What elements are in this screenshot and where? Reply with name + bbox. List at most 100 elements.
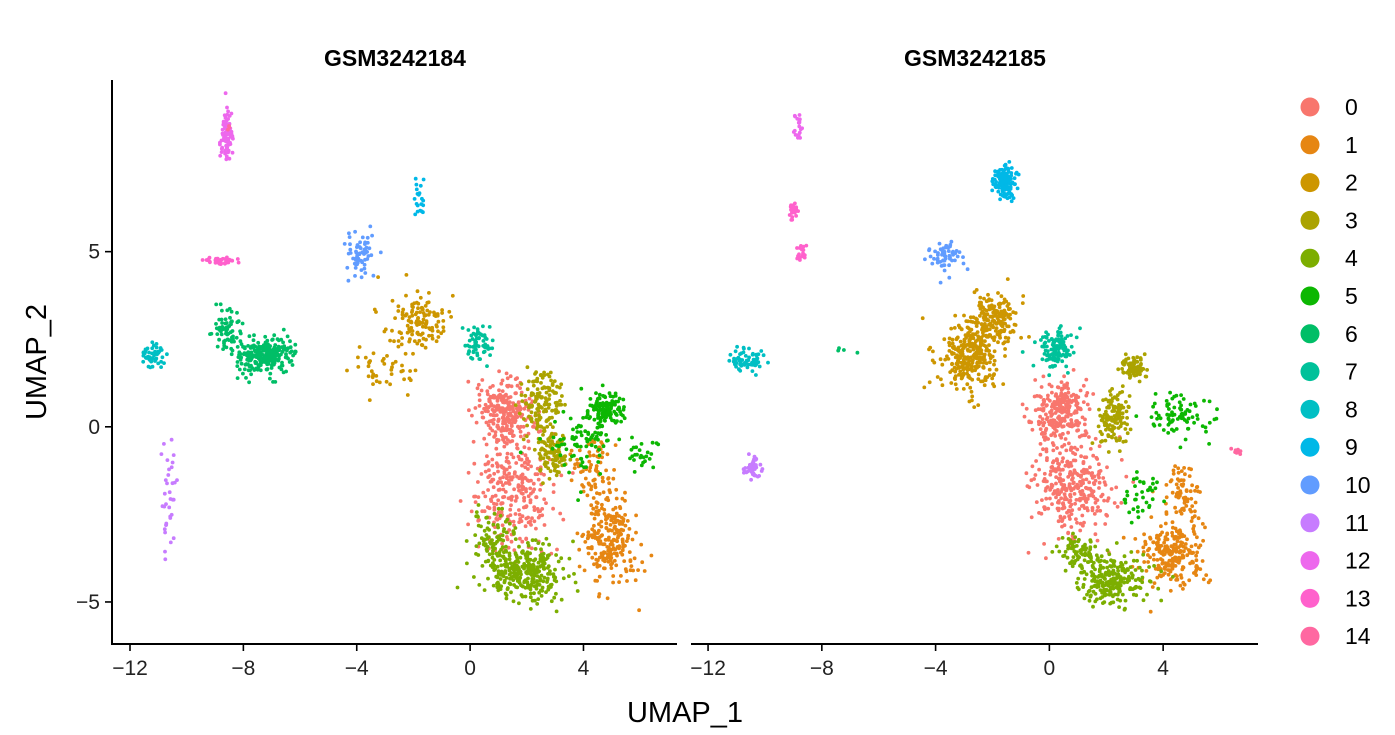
point-cluster-0 — [1040, 417, 1045, 421]
point-cluster-1 — [628, 558, 633, 562]
point-cluster-11 — [162, 442, 166, 446]
point-cluster-4 — [1082, 596, 1087, 601]
point-cluster-4 — [1054, 544, 1059, 549]
point-cluster-6 — [235, 310, 239, 315]
point-cluster-11 — [754, 465, 759, 470]
point-cluster-0 — [1062, 515, 1067, 520]
point-cluster-3 — [549, 439, 554, 443]
point-cluster-8 — [159, 365, 164, 369]
point-cluster-5 — [1138, 479, 1142, 484]
point-cluster-0 — [1066, 475, 1071, 479]
point-cluster-0 — [506, 403, 511, 407]
point-cluster-0 — [1024, 406, 1029, 411]
point-cluster-12 — [230, 150, 235, 155]
point-cluster-2 — [403, 351, 408, 356]
point-cluster-0 — [1063, 487, 1068, 492]
point-cluster-9 — [1009, 173, 1014, 178]
point-cluster-3 — [558, 399, 562, 403]
point-cluster-5 — [1155, 416, 1159, 421]
point-cluster-1 — [1174, 578, 1179, 582]
point-cluster-4 — [1141, 598, 1146, 603]
point-cluster-5 — [629, 447, 634, 452]
point-cluster-4 — [1140, 568, 1144, 573]
point-cluster-0 — [509, 431, 514, 436]
point-cluster-2 — [947, 340, 951, 345]
point-cluster-3 — [1097, 407, 1101, 412]
point-cluster-4 — [533, 598, 537, 603]
point-cluster-8 — [159, 359, 164, 364]
point-cluster-3 — [542, 429, 546, 434]
point-cluster-0 — [1051, 443, 1056, 447]
point-cluster-0 — [1078, 489, 1082, 494]
point-cluster-3 — [525, 423, 529, 428]
point-cluster-1 — [1178, 509, 1183, 514]
point-cluster-4 — [1065, 555, 1070, 560]
point-cluster-7 — [1056, 331, 1061, 336]
point-cluster-4 — [1073, 535, 1078, 539]
point-cluster-0 — [1081, 523, 1085, 528]
point-cluster-1 — [1189, 509, 1194, 514]
point-cluster-0 — [1075, 405, 1080, 410]
point-cluster-0 — [512, 471, 517, 476]
point-cluster-3 — [550, 415, 554, 420]
point-cluster-0 — [525, 456, 529, 461]
point-cluster-1 — [623, 523, 628, 528]
point-cluster-0 — [1066, 430, 1070, 435]
point-cluster-0 — [542, 523, 547, 527]
point-cluster-0 — [485, 389, 490, 394]
point-cluster-3 — [568, 457, 573, 462]
point-cluster-4 — [1147, 565, 1151, 569]
point-cluster-1 — [589, 463, 593, 467]
point-cluster-0 — [522, 406, 527, 411]
point-cluster-4 — [546, 587, 551, 592]
point-cluster-0 — [1075, 447, 1080, 452]
point-cluster-0 — [1088, 465, 1092, 470]
point-cluster-5 — [1140, 490, 1144, 494]
point-cluster-12 — [792, 128, 797, 133]
point-cluster-0 — [1070, 508, 1075, 513]
point-cluster-2 — [401, 307, 406, 312]
point-cluster-0 — [558, 511, 563, 516]
point-cluster-10 — [947, 275, 952, 280]
point-cluster-2 — [976, 334, 980, 339]
point-cluster-7 — [1031, 363, 1036, 368]
point-cluster-2 — [987, 367, 992, 372]
point-cluster-4 — [511, 567, 516, 572]
point-cluster-4 — [496, 506, 501, 511]
point-cluster-0 — [507, 471, 511, 476]
point-cluster-0 — [1048, 472, 1053, 477]
point-cluster-0 — [1102, 480, 1107, 485]
point-cluster-2 — [984, 334, 989, 339]
point-cluster-1 — [575, 457, 580, 462]
point-cluster-5 — [612, 400, 616, 405]
point-cluster-0 — [491, 417, 496, 422]
point-cluster-8 — [150, 351, 154, 356]
point-cluster-4 — [520, 594, 525, 599]
point-cluster-6 — [251, 338, 256, 343]
point-cluster-5 — [617, 396, 622, 401]
point-cluster-2 — [999, 294, 1004, 299]
point-cluster-2 — [1008, 307, 1012, 311]
point-cluster-5 — [611, 394, 615, 399]
point-cluster-1 — [1169, 563, 1174, 568]
point-cluster-0 — [492, 471, 497, 476]
point-cluster-4 — [1126, 568, 1130, 572]
point-cluster-7 — [1048, 365, 1052, 369]
point-cluster-0 — [515, 442, 519, 447]
point-cluster-4 — [1066, 544, 1071, 548]
point-cluster-4 — [492, 511, 497, 516]
point-cluster-0 — [1095, 498, 1100, 502]
point-cluster-4 — [1080, 552, 1085, 557]
point-cluster-9 — [420, 196, 424, 201]
point-cluster-2 — [975, 338, 980, 342]
point-cluster-0 — [510, 494, 514, 499]
point-cluster-1 — [649, 553, 654, 558]
point-cluster-3 — [524, 401, 529, 406]
point-cluster-5 — [551, 435, 556, 440]
point-cluster-1 — [594, 466, 599, 471]
point-cluster-2 — [976, 403, 981, 407]
point-cluster-1 — [599, 551, 604, 556]
point-cluster-0 — [518, 434, 523, 439]
point-cluster-4 — [501, 538, 506, 543]
point-cluster-2 — [971, 315, 976, 320]
